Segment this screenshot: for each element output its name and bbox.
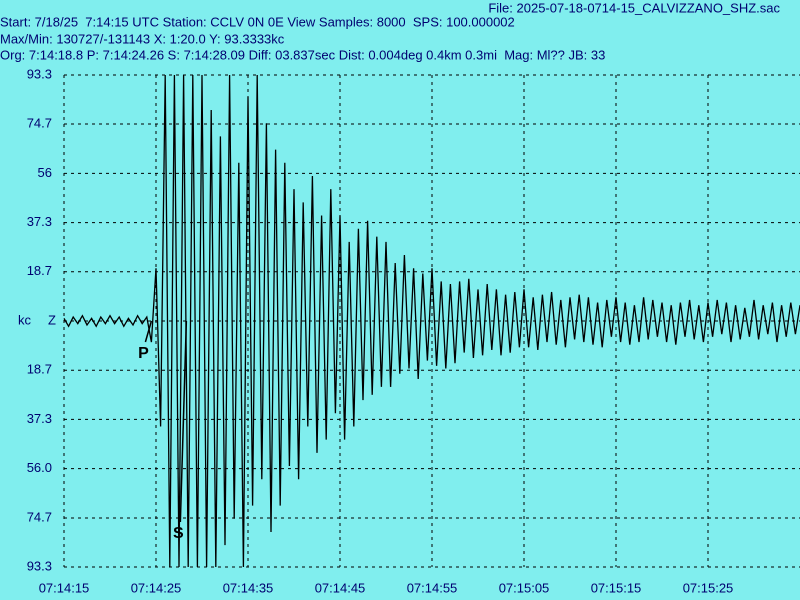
y-tick-label: 18.7 [27, 362, 52, 377]
y-tick-label: 93.3 [27, 66, 52, 81]
y-tick-label: 56.0 [27, 460, 52, 475]
x-tick-label: 07:14:45 [315, 580, 366, 595]
y-axis-label: kc [18, 312, 32, 327]
x-tick-label: 07:15:15 [591, 580, 642, 595]
y-tick-label: 93.3 [27, 558, 52, 573]
origin-info: Org: 7:14:18.8 P: 7:14:24.26 S: 7:14:28.… [0, 47, 605, 62]
max-min-info: Max/Min: 130727/-131143 X: 1:20.0 Y: 93.… [0, 31, 285, 46]
start-info: Start: 7/18/25 7:14:15 UTC Station: CCLV… [0, 14, 515, 29]
y-tick-label: 18.7 [27, 263, 52, 278]
x-tick-label: 07:15:25 [683, 580, 734, 595]
x-tick-label: 07:14:55 [407, 580, 458, 595]
x-tick-label: 07:14:15 [39, 580, 90, 595]
x-tick-label: 07:15:05 [499, 580, 550, 595]
y-tick-label: 37.3 [27, 214, 52, 229]
x-tick-label: 07:14:25 [131, 580, 182, 595]
file-name: File: 2025-07-18-0714-15_CALVIZZANO_SHZ.… [488, 0, 780, 15]
phase-marker [179, 320, 188, 523]
phase-label: P [138, 345, 149, 362]
y-tick-label: 74.7 [27, 115, 52, 130]
phase-marker [144, 320, 153, 343]
phase-label: S [173, 525, 184, 542]
y-tick-label: 74.7 [27, 509, 52, 524]
y-tick-label: 37.3 [27, 411, 52, 426]
y-tick-label: 56 [38, 165, 52, 180]
x-tick-label: 07:14:35 [223, 580, 274, 595]
y-tick-label: Z [48, 312, 56, 327]
waveform [63, 74, 800, 568]
